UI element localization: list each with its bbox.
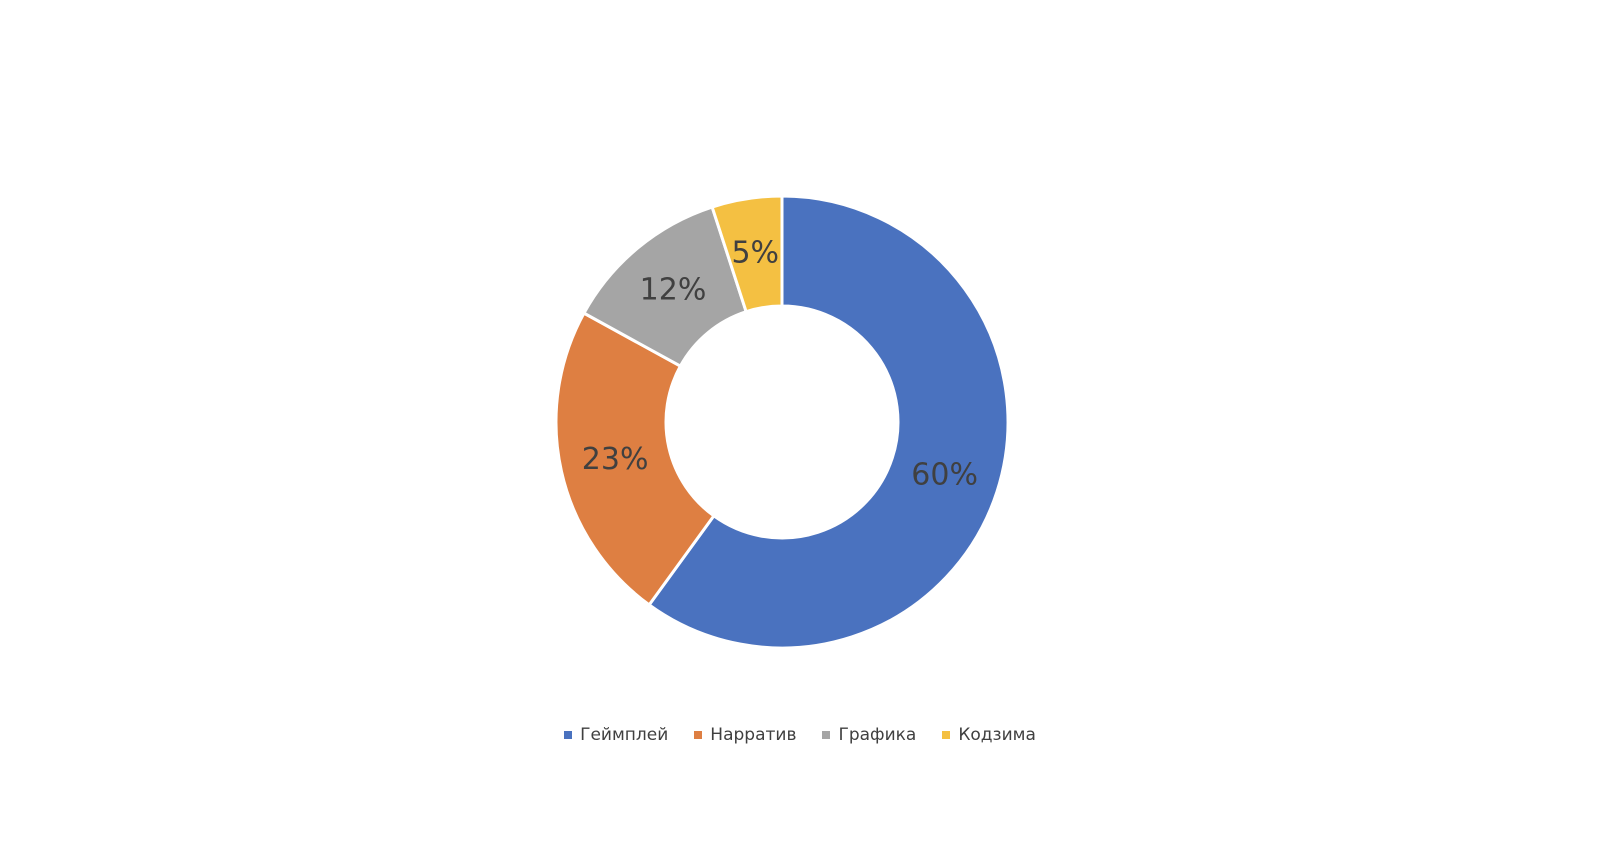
slice-labels: 60% 23% 12% 5% — [582, 236, 978, 493]
legend-label-gameplay: Геймплей — [580, 725, 669, 745]
legend-swatch-kojima — [942, 731, 951, 739]
label-gameplay: 60% — [911, 457, 978, 492]
label-narrative: 23% — [582, 442, 649, 477]
legend-label-kojima: Кодзима — [958, 725, 1036, 745]
label-kojima: 5% — [731, 236, 779, 271]
slice-kojima — [710, 194, 784, 314]
legend-label-graphics: Графика — [838, 725, 917, 745]
legend-swatch-graphics — [822, 731, 831, 739]
legend-label-narrative: Нарратив — [710, 725, 797, 745]
legend-item-narrative: Нарратив — [694, 725, 796, 745]
donut-slices — [554, 194, 1010, 650]
legend-swatch-narrative — [694, 731, 703, 739]
legend-item-gameplay: Геймплей — [564, 725, 668, 745]
legend-swatch-gameplay — [564, 731, 573, 739]
chart-legend: Геймплей Нарратив Графика Кодзима — [0, 725, 1600, 745]
legend-item-graphics: Графика — [822, 725, 916, 745]
legend-item-kojima: Кодзима — [942, 725, 1036, 745]
slice-narrative — [554, 311, 716, 607]
slice-gameplay — [647, 194, 1010, 650]
label-graphics: 12% — [640, 273, 707, 308]
